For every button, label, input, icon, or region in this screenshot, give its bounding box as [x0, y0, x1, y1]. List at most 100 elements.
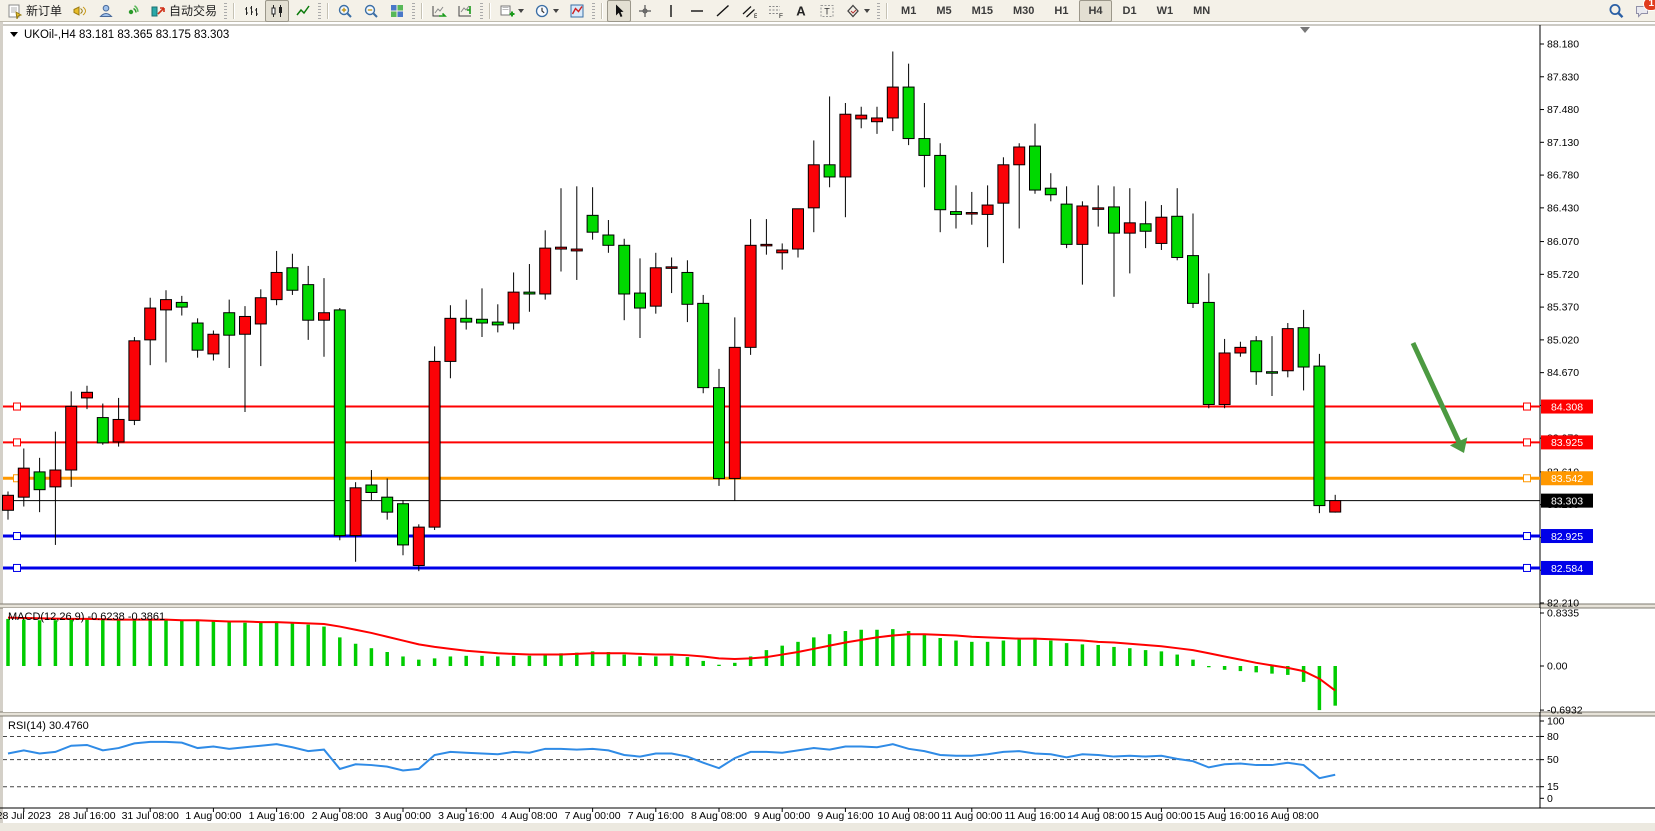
fibonacci-button[interactable]: F [763, 0, 787, 22]
candle-bull[interactable] [886, 86, 899, 119]
candle-bear[interactable] [476, 318, 488, 324]
candle-bull[interactable] [65, 405, 78, 471]
candle-bull[interactable] [2, 494, 14, 511]
level-handle[interactable] [13, 402, 21, 411]
candle-bear[interactable] [491, 321, 504, 326]
candle-bull[interactable] [1281, 328, 1294, 372]
candle-bear[interactable] [1044, 187, 1057, 196]
search-button[interactable] [1604, 0, 1628, 22]
candle-bull[interactable] [81, 391, 93, 399]
periods-button[interactable] [530, 0, 563, 22]
candle-bull[interactable] [17, 467, 30, 498]
level-handle[interactable] [1523, 563, 1531, 572]
candle-bear[interactable] [1187, 255, 1199, 304]
level-handle[interactable] [1523, 402, 1531, 411]
candle-bull[interactable] [570, 248, 583, 252]
candle-bull[interactable] [760, 243, 773, 247]
candle-bear[interactable] [333, 309, 346, 537]
candle-bear[interactable] [397, 503, 409, 546]
level-handle[interactable] [1523, 438, 1531, 447]
candle-bull[interactable] [444, 317, 457, 362]
candle-bull[interactable] [776, 249, 789, 254]
level-handle[interactable] [13, 532, 21, 541]
candle-bear[interactable] [1313, 365, 1326, 507]
text-label-button[interactable]: T [815, 0, 839, 22]
candle-bear[interactable] [1202, 301, 1215, 405]
templates-button[interactable] [565, 0, 589, 22]
candle-bear[interactable] [934, 154, 947, 211]
chart-canvas[interactable]: 88.180 87.830 87.480 87.130 86.780 86.430 86.0… [0, 22, 1655, 831]
candle-bull[interactable] [318, 312, 330, 321]
candle-bear[interactable] [586, 214, 599, 233]
pane-separator[interactable] [0, 604, 1655, 608]
cursor-button[interactable] [607, 0, 632, 22]
auto-scroll-button[interactable] [427, 0, 451, 22]
candle-bull[interactable] [1123, 222, 1136, 234]
timeframe-tf-h4[interactable]: H4 [1079, 0, 1112, 22]
zoom-out-button[interactable] [359, 0, 383, 22]
candle-bull[interactable] [792, 208, 804, 250]
candle-bull[interactable] [412, 526, 425, 567]
level-handle[interactable] [13, 563, 21, 572]
candle-bear[interactable] [634, 292, 646, 309]
vertical-line-button[interactable] [659, 0, 683, 22]
candle-bull[interactable] [728, 346, 741, 479]
candle-bull[interactable] [981, 204, 994, 215]
crosshair-button[interactable] [633, 0, 657, 22]
candle-bull[interactable] [49, 469, 62, 488]
candle-bull[interactable] [1329, 500, 1342, 513]
candle-bear[interactable] [1108, 206, 1120, 234]
candle-bear[interactable] [1297, 327, 1310, 368]
timeframe-tf-mn[interactable]: MN [1184, 0, 1219, 22]
candle-bear[interactable] [1029, 145, 1041, 191]
line-chart-button[interactable] [291, 0, 315, 22]
candle-bear[interactable] [223, 312, 236, 336]
shapes-button[interactable] [841, 0, 874, 22]
candle-bear[interactable] [1139, 223, 1152, 232]
chart-window[interactable]: 88.180 87.830 87.480 87.130 86.780 86.430 86.0… [0, 22, 1655, 831]
candle-bear[interactable] [602, 234, 615, 246]
candle-chart-button[interactable] [265, 0, 290, 22]
candle-bull[interactable] [1234, 346, 1247, 354]
trendline-button[interactable] [711, 0, 735, 22]
level-handle[interactable] [1523, 532, 1531, 541]
candle-bull[interactable] [128, 340, 141, 421]
candle-bull[interactable] [665, 266, 678, 269]
candle-bear[interactable] [1266, 371, 1278, 374]
equidistant-channel-button[interactable]: E [737, 0, 761, 22]
timeframe-tf-w1[interactable]: W1 [1148, 0, 1183, 22]
text-button[interactable]: A [789, 0, 813, 22]
candle-bear[interactable] [460, 317, 473, 323]
tile-windows-button[interactable] [385, 0, 409, 22]
bar-chart-button[interactable] [239, 0, 263, 22]
candle-bull[interactable] [428, 360, 441, 528]
new-chart-button[interactable] [495, 0, 528, 22]
candle-bull[interactable] [254, 297, 267, 325]
candle-bull[interactable] [1076, 205, 1089, 245]
candle-bull[interactable] [160, 299, 172, 311]
candle-bull[interactable] [239, 315, 251, 335]
candle-bull[interactable] [649, 267, 662, 307]
signals-button[interactable] [120, 0, 144, 22]
candle-bull[interactable] [807, 164, 820, 209]
candle-bear[interactable] [1171, 215, 1184, 258]
candle-bear[interactable] [950, 211, 962, 215]
candle-bull[interactable] [1092, 207, 1105, 210]
timeframe-tf-d1[interactable]: D1 [1114, 0, 1146, 22]
level-handle[interactable] [1523, 474, 1531, 483]
candle-bear[interactable] [823, 164, 836, 178]
candle-bear[interactable] [175, 301, 188, 308]
symbol-collapse-icon[interactable] [10, 32, 18, 37]
candle-bear[interactable] [381, 496, 394, 513]
candle-bull[interactable] [270, 271, 283, 301]
candle-bear[interactable] [618, 244, 631, 295]
candle-bull[interactable] [349, 487, 362, 537]
candle-bull[interactable] [539, 247, 552, 295]
sound-button[interactable] [68, 0, 92, 22]
candle-bear[interactable] [1060, 203, 1073, 245]
candle-bear[interactable] [713, 387, 725, 479]
candle-bear[interactable] [523, 291, 536, 295]
annotation-arrow-head[interactable] [1449, 437, 1468, 453]
timeframe-tf-h1[interactable]: H1 [1045, 0, 1077, 22]
candle-bull[interactable] [839, 113, 852, 178]
